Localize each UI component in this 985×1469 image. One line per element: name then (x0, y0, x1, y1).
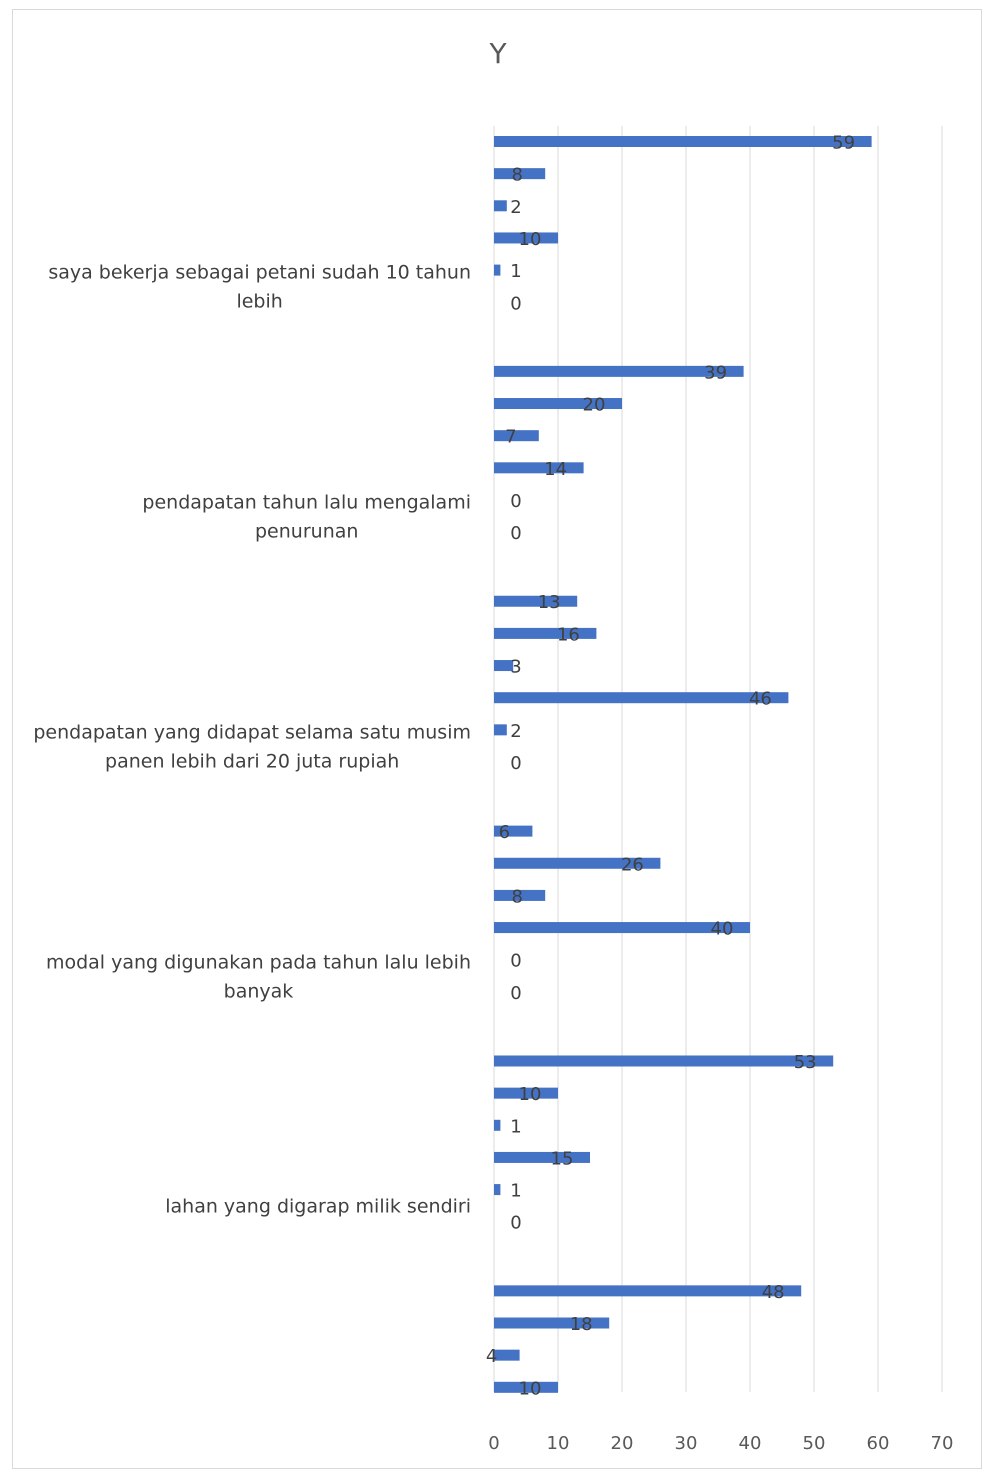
data-label: 15 (551, 1148, 574, 1169)
data-label: 3 (510, 657, 521, 678)
data-label: 1 (510, 1116, 521, 1137)
x-tick-label: 10 (547, 1433, 570, 1454)
data-label: 53 (794, 1052, 817, 1073)
x-axis-ticks: 0 10 20 30 40 50 60 70 (488, 1433, 953, 1454)
data-label: 1 (510, 261, 521, 282)
data-label: 2 (510, 721, 521, 742)
category-label: pendapatan yang didapat selama satu musi… (33, 721, 471, 743)
bar (494, 365, 744, 377)
bar (494, 1184, 501, 1196)
bar (494, 660, 514, 672)
category-label: penurunan (255, 521, 358, 543)
data-label: 14 (544, 459, 567, 480)
data-label: 20 (583, 395, 606, 416)
chart-title: Y (488, 37, 507, 70)
bar (494, 136, 872, 147)
bar (494, 462, 584, 474)
data-label: 4 (486, 1346, 497, 1367)
bar (494, 857, 661, 869)
category-label: lebih (236, 291, 282, 313)
bar (494, 264, 501, 276)
bar (494, 724, 507, 736)
data-label: 8 (511, 165, 522, 186)
bar (494, 595, 578, 607)
data-label: 0 (510, 1213, 521, 1234)
bars (494, 136, 872, 1393)
data-label: 26 (621, 854, 644, 875)
data-label: 2 (510, 197, 521, 218)
data-label: 1 (510, 1181, 521, 1202)
x-tick-label: 50 (803, 1433, 826, 1454)
x-tick-label: 40 (739, 1433, 762, 1454)
data-label: 0 (510, 753, 521, 774)
category-label: modal yang digunakan pada tahun lalu leb… (46, 951, 471, 973)
bar (494, 692, 789, 704)
x-tick-label: 30 (675, 1433, 698, 1454)
bar (494, 1317, 610, 1329)
category-label: panen lebih dari 20 juta rupiah (105, 750, 399, 772)
data-label: 0 (510, 951, 521, 972)
bar (494, 1087, 558, 1099)
bar (494, 398, 622, 410)
bar (494, 430, 539, 442)
data-label: 0 (510, 491, 521, 512)
data-label: 39 (704, 362, 727, 383)
data-label: 40 (711, 919, 734, 940)
category-label: banyak (224, 980, 294, 1002)
data-label: 0 (510, 983, 521, 1004)
data-label: 10 (519, 229, 542, 250)
bar (494, 1381, 558, 1393)
data-label: 6 (499, 822, 510, 843)
data-label: 8 (511, 886, 522, 907)
bar (494, 1285, 802, 1297)
x-tick-label: 60 (867, 1433, 890, 1454)
category-labels: saya bekerja sebagai petani sudah 10 tah… (33, 262, 471, 1218)
x-tick-label: 20 (611, 1433, 634, 1454)
data-label: 10 (519, 1084, 542, 1105)
category-label: pendapatan tahun lalu mengalami (142, 492, 471, 514)
category-label: lahan yang digarap milik sendiri (165, 1196, 471, 1218)
data-label: 7 (505, 427, 516, 448)
x-tick-label: 0 (488, 1433, 499, 1454)
bar (494, 825, 533, 837)
data-label: 46 (749, 689, 772, 710)
data-label: 16 (557, 624, 580, 645)
x-tick-label: 70 (931, 1433, 954, 1454)
bar (494, 168, 546, 180)
data-labels: 5982101039207140013163462062684000531011… (486, 133, 855, 1400)
bar (494, 1055, 834, 1067)
data-label: 0 (510, 293, 521, 314)
bar (494, 1151, 590, 1163)
data-label: 0 (510, 523, 521, 544)
bar (494, 627, 597, 639)
bar (494, 232, 558, 244)
bar (494, 889, 546, 901)
bar (494, 1349, 520, 1361)
data-label: 13 (538, 592, 561, 613)
bar (494, 1119, 501, 1131)
category-label: saya bekerja sebagai petani sudah 10 tah… (48, 262, 471, 284)
gridlines (493, 126, 943, 1392)
data-label: 10 (519, 1378, 542, 1399)
bar (494, 200, 507, 212)
data-label: 18 (570, 1314, 593, 1335)
data-label: 48 (762, 1282, 785, 1303)
bar (494, 922, 750, 934)
data-label: 59 (832, 133, 855, 154)
